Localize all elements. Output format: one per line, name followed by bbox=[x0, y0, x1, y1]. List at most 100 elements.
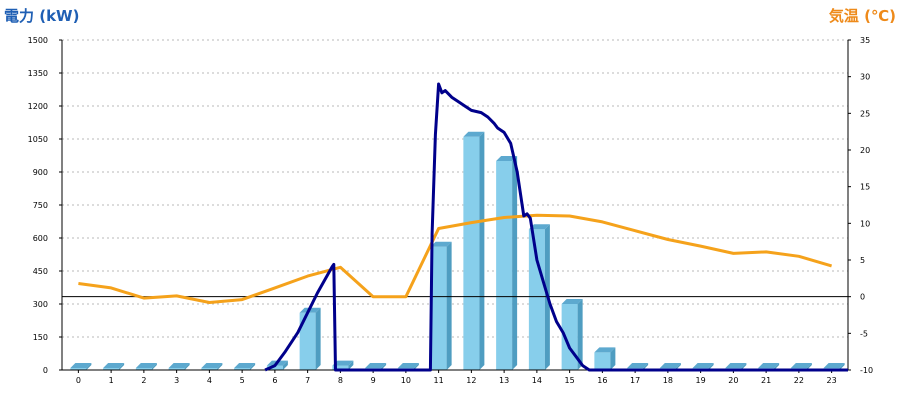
bar-side bbox=[577, 299, 583, 370]
x-tick-label: 3 bbox=[174, 376, 179, 385]
x-tick-label: 16 bbox=[597, 376, 607, 385]
bar bbox=[234, 368, 251, 370]
bar-side bbox=[151, 363, 157, 370]
axes bbox=[59, 39, 851, 373]
x-tick-label: 18 bbox=[663, 376, 673, 385]
bar-side bbox=[479, 131, 485, 370]
bar bbox=[594, 352, 611, 370]
bar-top bbox=[70, 363, 92, 368]
bar-side bbox=[741, 363, 747, 370]
bar-side bbox=[86, 363, 92, 370]
right-axis-title: 気温 (℃) bbox=[829, 7, 896, 25]
x-tick-label: 15 bbox=[565, 376, 575, 385]
bar bbox=[430, 246, 447, 370]
bar bbox=[103, 368, 120, 370]
left-tick-label: 150 bbox=[33, 333, 48, 342]
left-tick-label: 300 bbox=[33, 300, 48, 309]
bar bbox=[201, 368, 218, 370]
bar-top bbox=[659, 363, 681, 368]
right-tick-label: -5 bbox=[860, 329, 868, 338]
x-tick-label: 12 bbox=[466, 376, 476, 385]
bar bbox=[135, 368, 152, 370]
x-tick-label: 19 bbox=[696, 376, 706, 385]
bar-side bbox=[675, 363, 681, 370]
right-tick-label: 20 bbox=[860, 146, 870, 155]
x-tick-label: 7 bbox=[305, 376, 310, 385]
bar-side bbox=[446, 241, 452, 370]
power-line bbox=[264, 82, 848, 372]
left-tick-label: 0 bbox=[43, 366, 48, 375]
x-tick-label: 8 bbox=[338, 376, 343, 385]
x-tick-label: 13 bbox=[499, 376, 509, 385]
left-tick-label: 1200 bbox=[28, 102, 48, 111]
bar-top bbox=[561, 299, 583, 304]
bar-top bbox=[332, 360, 354, 366]
bar-top bbox=[528, 224, 550, 230]
x-tick-label: 20 bbox=[728, 376, 738, 385]
bar-side bbox=[282, 360, 288, 370]
x-tick-label: 10 bbox=[401, 376, 411, 385]
tick-labels: 01503004506007509001050120013501500-10-5… bbox=[28, 36, 873, 385]
left-tick-label: 1500 bbox=[28, 36, 48, 45]
x-tick-label: 6 bbox=[272, 376, 277, 385]
x-tick-label: 2 bbox=[141, 376, 146, 385]
bar bbox=[70, 368, 87, 370]
x-tick-label: 9 bbox=[371, 376, 376, 385]
bar-top bbox=[692, 363, 714, 368]
bar-top bbox=[823, 363, 845, 368]
x-tick-label: 11 bbox=[434, 376, 444, 385]
bar-side bbox=[315, 307, 321, 370]
bar-side bbox=[348, 360, 354, 370]
bar-side bbox=[512, 156, 518, 370]
bar-top bbox=[397, 363, 419, 368]
left-tick-label: 450 bbox=[33, 267, 48, 276]
x-tick-label: 21 bbox=[761, 376, 771, 385]
bar-side bbox=[413, 363, 419, 370]
bar bbox=[332, 365, 349, 370]
left-axis-title: 電力 (kW) bbox=[4, 7, 79, 25]
right-tick-label: 5 bbox=[860, 256, 865, 265]
right-tick-label: -10 bbox=[860, 366, 873, 375]
grid-lines bbox=[62, 39, 848, 338]
bar-top bbox=[725, 363, 747, 368]
series-lines bbox=[78, 82, 848, 372]
left-tick-label: 900 bbox=[33, 168, 48, 177]
x-tick-label: 4 bbox=[207, 376, 212, 385]
left-tick-label: 1050 bbox=[28, 135, 48, 144]
bar bbox=[299, 312, 316, 370]
right-tick-label: 25 bbox=[860, 109, 870, 118]
x-tick-label: 14 bbox=[532, 376, 542, 385]
bar-top bbox=[758, 363, 780, 368]
x-tick-label: 5 bbox=[240, 376, 245, 385]
bar-top bbox=[594, 347, 616, 353]
bar-side bbox=[610, 347, 616, 370]
x-tick-label: 1 bbox=[109, 376, 114, 385]
bar-side bbox=[806, 363, 812, 370]
bar-top bbox=[201, 363, 223, 368]
x-tick-label: 23 bbox=[827, 376, 837, 385]
bar-top bbox=[463, 131, 485, 137]
right-tick-label: 10 bbox=[860, 219, 870, 228]
bar-top bbox=[135, 363, 157, 368]
bar-side bbox=[708, 363, 714, 370]
bar bbox=[168, 368, 185, 370]
bar-side bbox=[184, 363, 190, 370]
right-tick-label: 35 bbox=[860, 36, 870, 45]
bar-top bbox=[496, 156, 518, 161]
bar-side bbox=[839, 363, 845, 370]
right-tick-label: 0 bbox=[860, 293, 865, 302]
bar-side bbox=[643, 363, 649, 370]
left-tick-label: 600 bbox=[33, 234, 48, 243]
bar-top bbox=[627, 363, 649, 368]
bar bbox=[528, 229, 545, 370]
x-tick-label: 22 bbox=[794, 376, 804, 385]
x-tick-label: 0 bbox=[76, 376, 81, 385]
bar-side bbox=[217, 363, 223, 370]
x-tick-label: 17 bbox=[630, 376, 640, 385]
bar-top bbox=[430, 241, 452, 247]
bar-side bbox=[381, 363, 387, 370]
right-tick-label: 30 bbox=[860, 73, 870, 82]
right-tick-label: 15 bbox=[860, 183, 870, 192]
bar-top bbox=[168, 363, 190, 368]
